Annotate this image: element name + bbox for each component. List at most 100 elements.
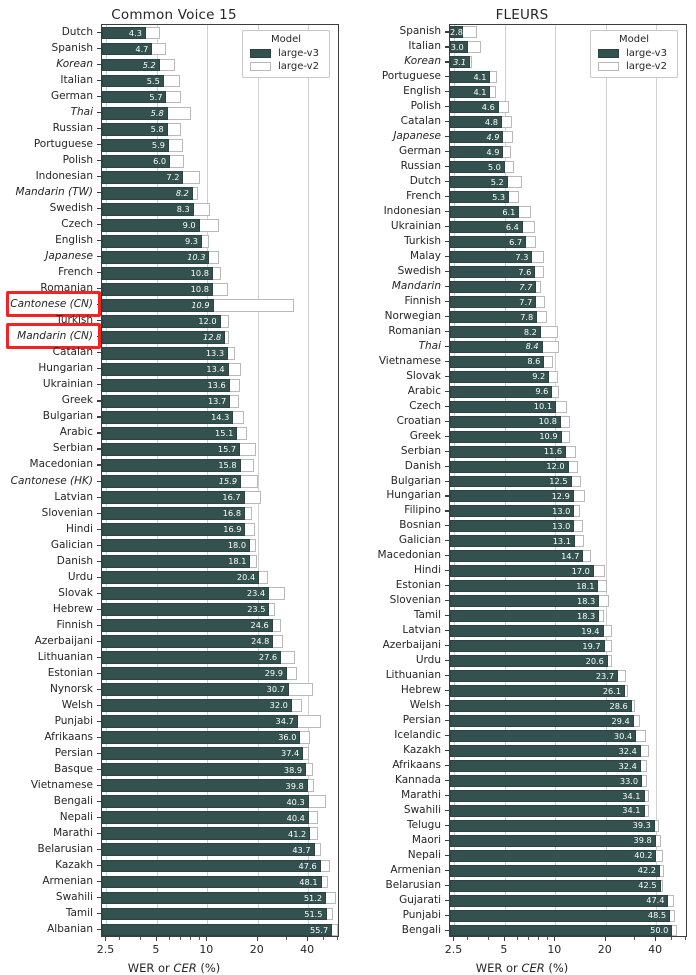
y-tick-mark [445,660,449,662]
y-tick-label: Estonian [47,666,93,679]
y-tick-label: Czech [61,218,93,231]
x-tick-label-10: 10 [547,943,562,956]
gridline-40 [308,25,309,936]
y-tick-label: Lithuanian [37,650,93,663]
bar-value-label: 8.4 [525,341,539,352]
y-tick-label: Dutch [409,175,441,188]
bar-value-label: 10.8 [538,416,557,427]
bar-large-v3 [102,106,168,120]
bar-large-v3 [450,116,502,129]
y-tick-mark [97,672,101,674]
bar-large-v3 [102,346,229,360]
x-tick-label-5: 5 [152,943,160,956]
bar-value-label: 6.1 [502,206,516,217]
y-tick-label: Japanese [45,250,93,263]
y-tick-mark [97,864,101,866]
y-tick-mark [445,330,449,332]
y-tick-mark [445,106,449,108]
bar-large-v3 [102,427,238,440]
y-tick-label: French [58,266,93,279]
y-tick-label: Cantonese (HK) [10,474,93,487]
y-tick-label: Bosnian [399,519,441,532]
y-tick-label: Gujarati [399,893,441,906]
x-minor-tick-mark [199,937,201,940]
x-label-part-cer: CER [173,961,197,975]
legend-label-v2: large-v2 [278,61,319,72]
bar-value-label: 13.0 [552,521,571,532]
bar-value-label: 4.1 [473,72,487,83]
y-tick-label: Armenian [42,874,93,887]
bar-value-label: 7.6 [518,266,532,277]
x-tick-mark [156,937,158,941]
gridline-40 [656,25,657,936]
gridline-20 [606,25,607,936]
legend-left[interactable]: Model large-v3 large-v2 [242,30,330,78]
bar-value-label: 9.3 [185,235,199,246]
bar-large-v3 [102,651,282,665]
y-tick-label: Macedonian [29,458,93,471]
y-tick-mark [445,824,449,826]
y-tick-mark [97,576,101,578]
legend-item-large-v3[interactable]: large-v3 [250,47,322,60]
bar-value-label: 10.9 [539,431,558,442]
y-tick-label: Albanian [47,922,93,935]
bar-large-v3 [102,395,231,408]
y-tick-mark [97,752,101,754]
bar-value-label: 9.6 [535,386,549,397]
y-tick-label: Turkish [56,314,93,327]
y-tick-mark [445,690,449,692]
x-tick-label-40: 40 [648,943,663,956]
bar-value-label: 3.1 [453,57,467,68]
bar-value-label: 19.7 [582,640,601,651]
y-tick-mark [97,176,101,178]
bar-large-v3 [102,138,169,152]
y-tick-mark [97,720,101,722]
x-label-part-wer: WER or [475,961,522,975]
y-tick-mark [97,32,101,34]
legend-item-large-v2[interactable]: large-v2 [598,60,670,73]
bar-value-label: 3.0 [450,42,464,53]
bar-large-v3 [102,250,210,264]
y-tick-label: Hungarian [38,362,93,375]
y-tick-mark [445,794,449,796]
bar-value-label: 4.7 [135,43,149,54]
chart-panel-fleurs: FLEURS 2.8 3.0 3.1 4.1 4.1 4.6 4.8 4.9 4.9 5.0 5.2… [348,0,696,975]
bar-value-label: 6.4 [505,221,519,232]
legend-item-large-v2[interactable]: large-v2 [250,60,322,73]
bar-value-label: 13.4 [206,364,225,375]
bar-value-label: 14.7 [561,551,580,562]
bar-large-v3 [102,667,287,681]
bar-large-v3 [102,523,246,536]
legend-swatch-v3-icon [250,49,271,58]
legend-item-large-v3[interactable]: large-v3 [598,47,670,60]
y-tick-label: Swedish [397,264,441,277]
bar-large-v3 [102,26,146,40]
x-minor-tick-mark [337,937,339,940]
y-tick-label: Swahili [55,890,93,903]
bar-value-label: 50.0 [650,925,669,936]
chart-title-right: FLEURS [495,7,549,23]
bar-large-v3 [450,834,656,847]
y-tick-mark [445,241,449,243]
legend-right[interactable]: Model large-v3 large-v2 [590,30,678,78]
x-tick-mark [307,937,309,941]
y-tick-label: Hindi [413,564,441,577]
y-tick-label: Swahili [403,803,441,816]
bar-value-label: 42.2 [637,865,657,876]
x-minor-tick-mark [169,937,171,940]
y-tick-label: Hungarian [386,489,441,502]
bar-large-v3 [102,923,333,936]
bar-value-label: 40.2 [634,850,653,861]
y-tick-label: Punjabi [54,714,93,727]
bar-large-v3 [450,819,655,832]
y-tick-mark [97,160,101,162]
y-tick-mark [445,705,449,707]
bar-value-label: 34.7 [275,716,294,727]
y-tick-mark [445,600,449,602]
bar-value-label: 37.4 [281,748,300,759]
y-tick-label: Danish [404,459,441,472]
bar-value-label: 6.0 [153,155,167,166]
bar-value-label: 34.1 [622,790,641,801]
y-tick-mark [445,675,449,677]
bar-value-label: 4.9 [486,146,500,157]
